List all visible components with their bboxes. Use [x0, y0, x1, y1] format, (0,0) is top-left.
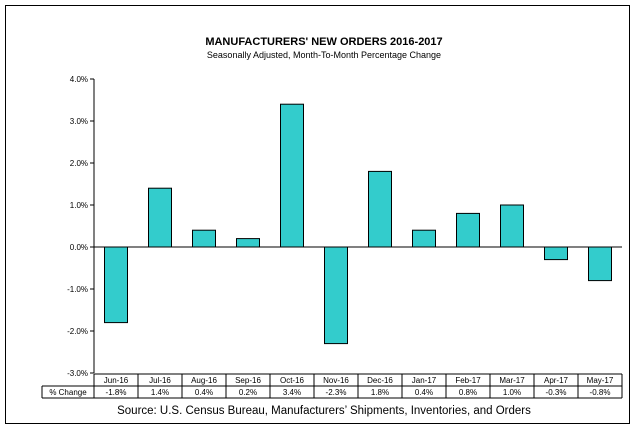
bar	[456, 212, 480, 248]
bar	[148, 187, 172, 248]
y-tick-label: 3.0%	[70, 117, 88, 126]
y-tick-label: -1.0%	[67, 285, 88, 294]
data-table: % Change Jun-16 -1.8% Jul-16 1.4% Aug-16 0.4% S…	[41, 373, 623, 399]
bar	[500, 204, 524, 248]
y-tick-label: 2.0%	[70, 159, 88, 168]
y-tick-label: -2.0%	[67, 327, 88, 336]
value-label: 3.4%	[283, 388, 301, 397]
value-label: 1.4%	[151, 388, 169, 397]
category-label: Apr-17	[544, 376, 569, 385]
category-label: May-17	[587, 376, 614, 385]
category-label: Oct-16	[280, 376, 305, 385]
source-note: Source: U.S. Census Bureau, Manufacturer…	[117, 405, 531, 417]
y-tick-label: 4.0%	[70, 75, 88, 84]
chart: MANUFACTURERS' NEW ORDERS 2016-2017 Seas…	[41, 36, 623, 417]
table-row-label: % Change	[49, 388, 87, 397]
value-label: 1.0%	[503, 388, 521, 397]
bar	[412, 229, 436, 248]
y-tick-label: 1.0%	[70, 201, 88, 210]
category-label: Jul-16	[149, 376, 171, 385]
bar	[236, 238, 260, 248]
bars	[104, 103, 612, 345]
value-label: 0.8%	[459, 388, 477, 397]
category-label: Aug-16	[191, 376, 217, 385]
value-label: -1.8%	[106, 388, 127, 397]
category-label: Sep-16	[235, 376, 261, 385]
y-tick-label: -3.0%	[67, 369, 88, 378]
value-label: 0.4%	[415, 388, 433, 397]
y-tick-label: 0.0%	[70, 243, 88, 252]
bar	[280, 103, 304, 248]
chart-title: MANUFACTURERS' NEW ORDERS 2016-2017	[205, 36, 442, 48]
chart-subtitle: Seasonally Adjusted, Month-To-Month Perc…	[207, 50, 441, 60]
category-label: Jan-17	[412, 376, 437, 385]
y-axis: 4.0% 3.0% 2.0% 1.0% 0.0% -1.0% -2.0% -3.0%	[67, 75, 622, 378]
value-label: -0.8%	[590, 388, 611, 397]
category-label: Feb-17	[455, 376, 481, 385]
bar	[368, 170, 392, 248]
value-label: 1.8%	[371, 388, 389, 397]
bar	[324, 246, 348, 345]
bar	[192, 229, 216, 248]
value-label: 0.4%	[195, 388, 213, 397]
value-label: 0.2%	[239, 388, 257, 397]
category-label: Jun-16	[104, 376, 129, 385]
category-label: Dec-16	[367, 376, 393, 385]
bar	[104, 246, 128, 324]
bar	[588, 246, 612, 282]
bar	[544, 246, 568, 261]
category-label: Mar-17	[499, 376, 525, 385]
value-label: -2.3%	[326, 388, 347, 397]
value-label: -0.3%	[546, 388, 567, 397]
chart-frame: MANUFACTURERS' NEW ORDERS 2016-2017 Seas…	[5, 5, 630, 424]
category-label: Nov-16	[323, 376, 349, 385]
